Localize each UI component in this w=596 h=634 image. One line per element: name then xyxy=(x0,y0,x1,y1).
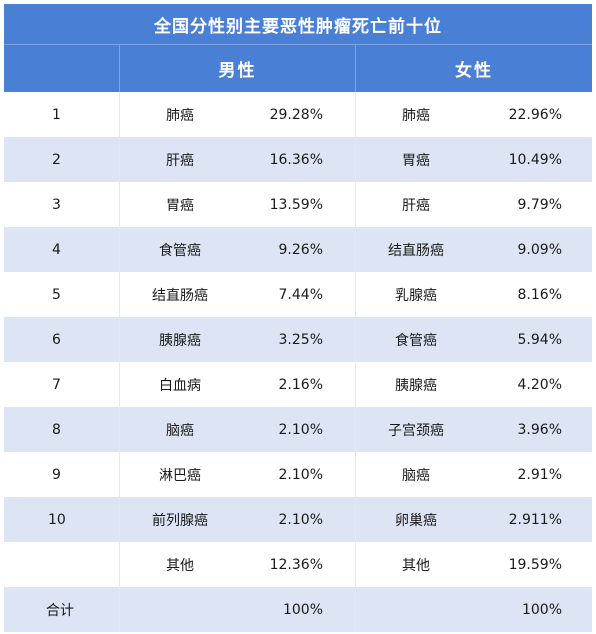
male-cancer-name: 肺癌 xyxy=(166,107,194,124)
male-percentage: 7.44% xyxy=(240,272,356,317)
table-row: 5 结直肠癌 7.44% 乳腺癌 8.16% xyxy=(4,272,592,317)
female-percentage: 19.59% xyxy=(508,556,562,573)
male-total-percentage: 100% xyxy=(240,587,356,632)
table-row: 4 食管癌 9.26% 结直肠癌 9.09% xyxy=(4,227,592,272)
female-cancer-name xyxy=(356,587,476,632)
rank-cell: 6 xyxy=(4,317,120,362)
table-body: 1 肺癌 29.28% 肺癌 22.96% 2 肝癌 16.36% 胃癌 10.… xyxy=(4,92,592,632)
male-cancer-name xyxy=(120,587,240,632)
male-percentage: 2.10% xyxy=(240,407,356,452)
table-row: 9 淋巴癌 2.10% 脑癌 2.91% xyxy=(4,452,592,497)
female-percentage: 8.16% xyxy=(517,286,562,303)
rank-cell: 2 xyxy=(4,137,120,182)
female-cancer-name: 肝癌 xyxy=(402,197,430,214)
male-percentage: 2.10% xyxy=(240,497,356,542)
female-cancer-name: 结直肠癌 xyxy=(388,242,444,259)
male-cancer-name: 食管癌 xyxy=(159,242,201,259)
male-cancer-name: 脑癌 xyxy=(166,422,194,439)
female-cancer-name: 胰腺癌 xyxy=(395,377,437,394)
male-percentage: 2.10% xyxy=(240,452,356,497)
male-percentage: 2.16% xyxy=(240,362,356,407)
male-cancer-name: 淋巴癌 xyxy=(159,467,201,484)
cancer-mortality-table: 全国分性别主要恶性肿瘤死亡前十位 男性 女性 1 肺癌 29.28% 肺癌 22… xyxy=(4,4,592,632)
rank-cell: 4 xyxy=(4,227,120,272)
table-row: 6 胰腺癌 3.25% 食管癌 5.94% xyxy=(4,317,592,362)
header-male: 男性 xyxy=(120,45,356,92)
male-cancer-name: 结直肠癌 xyxy=(152,287,208,304)
header-rank-column xyxy=(4,45,120,92)
female-total-percentage: 100% xyxy=(521,601,562,618)
table-title: 全国分性别主要恶性肿瘤死亡前十位 xyxy=(4,4,592,44)
rank-cell xyxy=(4,542,120,587)
female-cancer-name: 胃癌 xyxy=(402,152,430,169)
female-cancer-name: 乳腺癌 xyxy=(395,287,437,304)
table-row: 8 脑癌 2.10% 子宫颈癌 3.96% xyxy=(4,407,592,452)
male-percentage: 13.59% xyxy=(240,182,356,227)
table-row-total: 合计 100% 100% xyxy=(4,587,592,632)
male-cancer-name: 胃癌 xyxy=(166,197,194,214)
male-cancer-name: 胰腺癌 xyxy=(159,332,201,349)
male-cancer-name: 其他 xyxy=(166,557,194,574)
female-cancer-name: 子宫颈癌 xyxy=(388,422,444,439)
female-percentage: 3.96% xyxy=(517,421,562,438)
female-percentage: 4.20% xyxy=(517,376,562,393)
header-female: 女性 xyxy=(455,61,493,81)
rank-cell: 9 xyxy=(4,452,120,497)
table-row: 10 前列腺癌 2.10% 卵巢癌 2.911% xyxy=(4,497,592,542)
table-row: 3 胃癌 13.59% 肝癌 9.79% xyxy=(4,182,592,227)
female-cancer-name: 食管癌 xyxy=(395,332,437,349)
female-percentage: 5.94% xyxy=(517,331,562,348)
male-percentage: 29.28% xyxy=(240,92,356,137)
rank-cell: 7 xyxy=(4,362,120,407)
table-header: 男性 女性 xyxy=(4,44,592,92)
male-cancer-name: 前列腺癌 xyxy=(152,512,208,529)
male-cancer-name: 肝癌 xyxy=(166,152,194,169)
rank-cell: 3 xyxy=(4,182,120,227)
female-percentage: 2.911% xyxy=(508,511,562,528)
male-percentage: 16.36% xyxy=(240,137,356,182)
male-percentage: 9.26% xyxy=(240,227,356,272)
table-row-other: 其他 12.36% 其他 19.59% xyxy=(4,542,592,587)
female-percentage: 9.79% xyxy=(517,196,562,213)
rank-cell: 1 xyxy=(4,92,120,137)
female-percentage: 10.49% xyxy=(508,151,562,168)
female-percentage: 9.09% xyxy=(517,241,562,258)
female-cancer-name: 肺癌 xyxy=(402,107,430,124)
table-row: 2 肝癌 16.36% 胃癌 10.49% xyxy=(4,137,592,182)
female-cancer-name: 卵巢癌 xyxy=(395,512,437,529)
female-percentage: 2.91% xyxy=(517,466,562,483)
male-percentage: 3.25% xyxy=(240,317,356,362)
table-row: 1 肺癌 29.28% 肺癌 22.96% xyxy=(4,92,592,137)
rank-cell: 8 xyxy=(4,407,120,452)
male-cancer-name: 白血病 xyxy=(159,377,201,394)
table-row: 7 白血病 2.16% 胰腺癌 4.20% xyxy=(4,362,592,407)
female-cancer-name: 其他 xyxy=(402,557,430,574)
total-label: 合计 xyxy=(4,587,120,632)
female-percentage: 22.96% xyxy=(508,106,562,123)
rank-cell: 5 xyxy=(4,272,120,317)
female-cancer-name: 脑癌 xyxy=(402,467,430,484)
male-percentage: 12.36% xyxy=(240,542,356,587)
rank-cell: 10 xyxy=(4,497,120,542)
